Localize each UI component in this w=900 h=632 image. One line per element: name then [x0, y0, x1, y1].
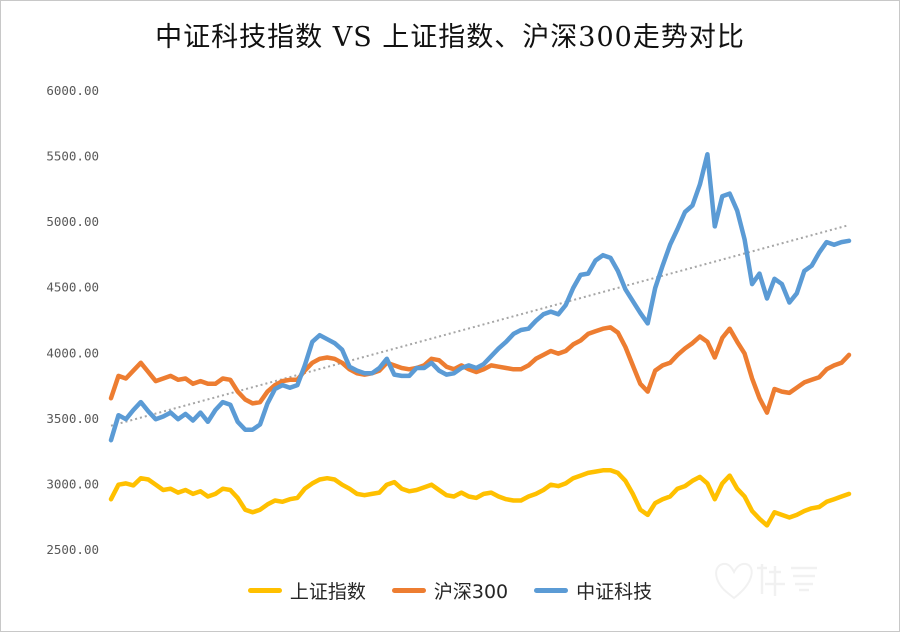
watermark-logo — [715, 562, 817, 600]
series-line-shanghai — [108, 468, 852, 528]
legend-swatch — [247, 588, 282, 593]
y-tick-label: 4500.00 — [46, 280, 99, 295]
legend-label: 上证指数 — [289, 581, 366, 603]
legend-item: 沪深300 — [391, 577, 509, 604]
series-layer — [108, 152, 852, 528]
trendline — [110, 224, 850, 427]
legend-item: 上证指数 — [247, 577, 366, 604]
legend-item: 中证科技 — [534, 577, 652, 604]
y-tick-label: 2500.00 — [46, 542, 99, 557]
y-tick-label: 3500.00 — [46, 411, 99, 426]
legend: 上证指数 沪深300 中证科技 — [1, 577, 899, 604]
series-line-csi300 — [108, 325, 852, 415]
legend-label: 中证科技 — [576, 581, 653, 603]
y-tick-label: 5000.00 — [46, 214, 99, 229]
legend-swatch — [391, 588, 426, 593]
y-tick-label: 3000.00 — [46, 476, 99, 491]
y-tick-label: 6000.00 — [46, 83, 99, 98]
y-axis-tick-labels: 6000.00 5500.00 5000.00 4500.00 4000.00 3500.… — [46, 83, 99, 557]
series-line-tech — [108, 152, 852, 443]
y-tick-label: 5500.00 — [46, 149, 99, 164]
chart-title: 中证科技指数 VS 上证指数、沪深300走势对比 — [155, 22, 745, 53]
y-tick-label: 4000.00 — [46, 345, 99, 360]
legend-swatch — [534, 588, 569, 593]
trendline-layer — [110, 224, 850, 427]
legend-label: 沪深300 — [433, 581, 509, 603]
